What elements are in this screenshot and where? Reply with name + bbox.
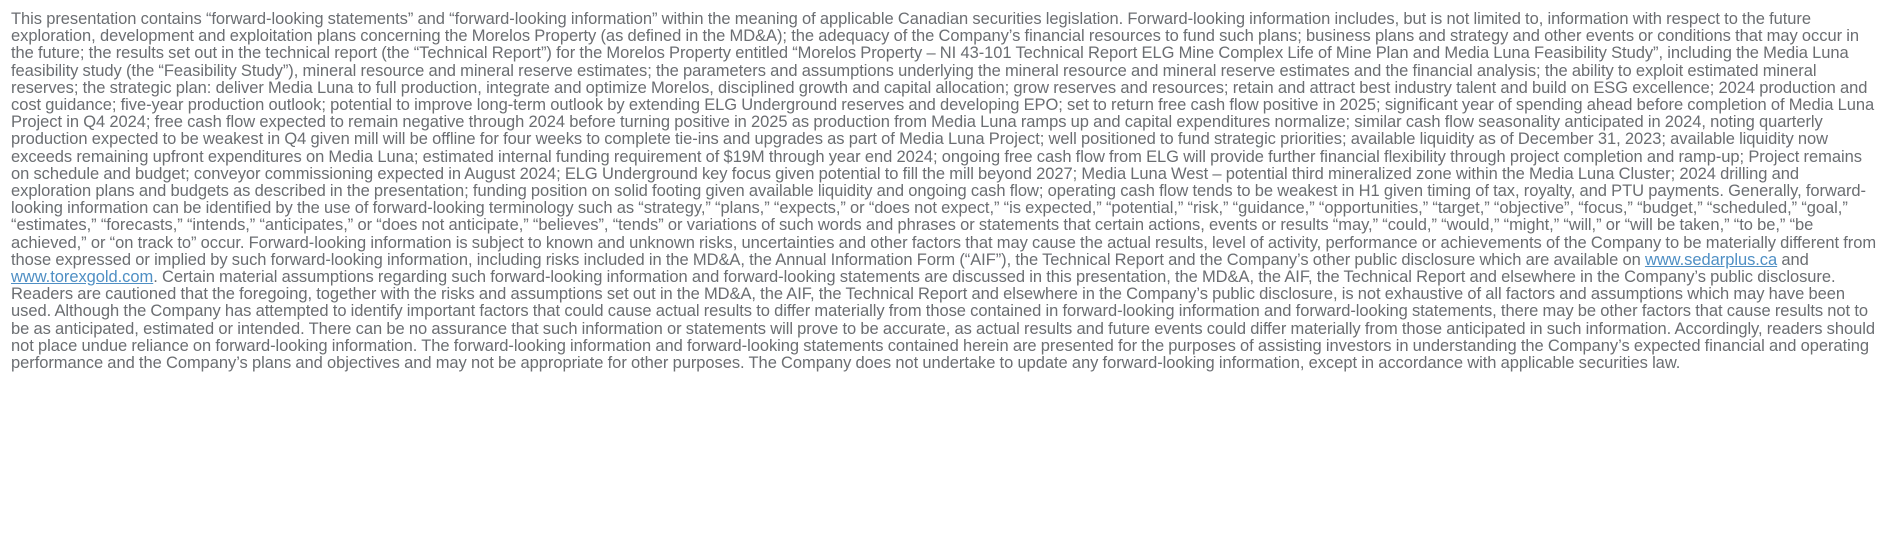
disclaimer-text-part-1: This presentation contains “forward-look… [11,10,1877,269]
disclaimer-text-part-2: . Certain material assumptions regarding… [11,268,1875,373]
sedarplus-link[interactable]: www.sedarplus.ca [1644,250,1778,269]
forward-looking-statements-paragraph: This presentation contains “forward-look… [11,10,1878,373]
disclaimer-conjunction: and [1777,250,1809,269]
torexgold-link[interactable]: www.torexgold.com [11,268,154,287]
